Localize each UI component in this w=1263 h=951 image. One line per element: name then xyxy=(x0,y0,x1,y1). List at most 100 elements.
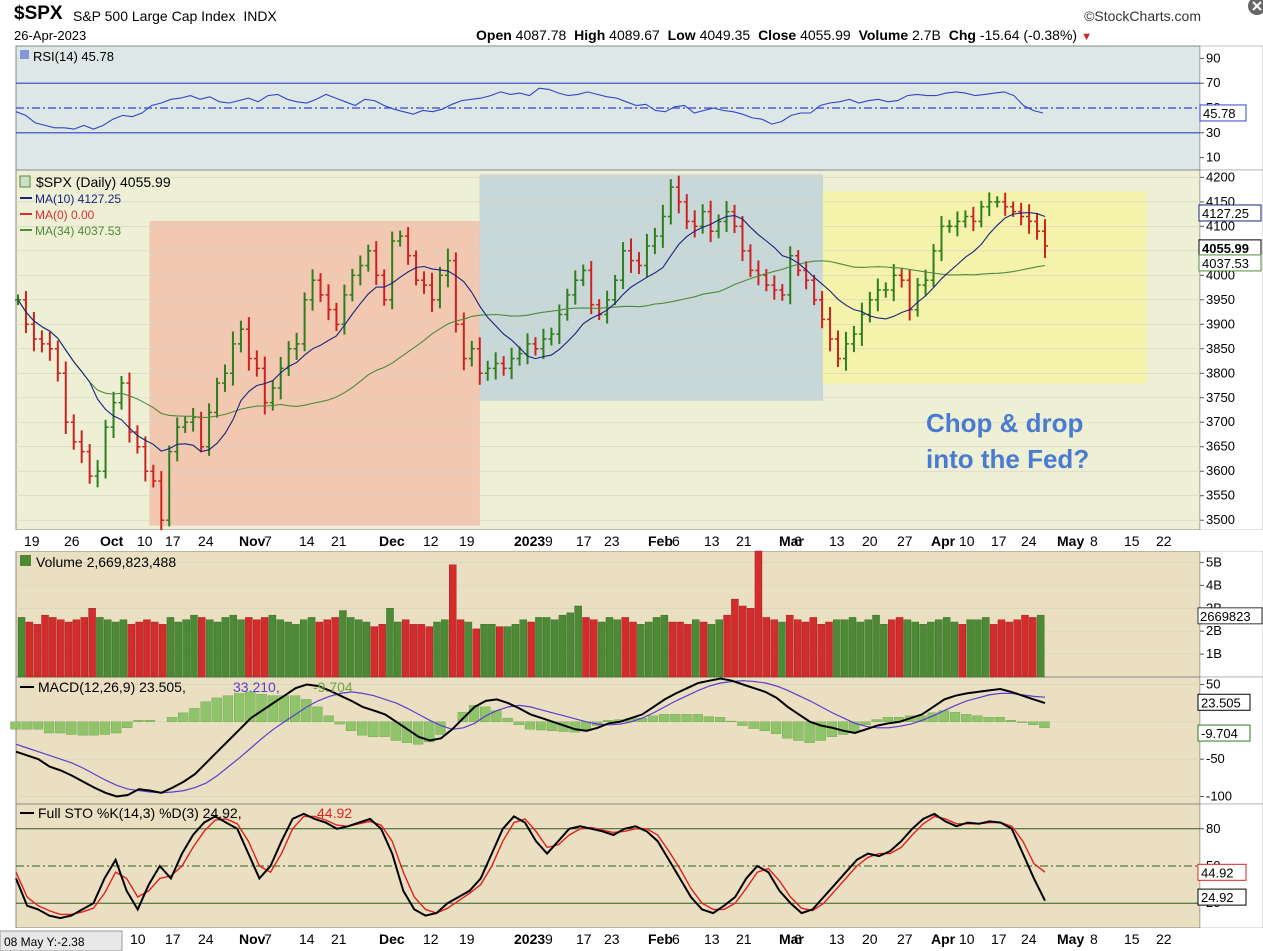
volume-axis-tick-label: 5B xyxy=(1206,554,1222,569)
volume-bar xyxy=(158,624,167,678)
low-value: 4049.35 xyxy=(699,27,751,43)
x-axis-label-bottom: 27 xyxy=(897,931,913,947)
price-legend-icon xyxy=(19,175,31,188)
macd-histogram-bar xyxy=(32,721,43,730)
x-axis-label-bottom: 21 xyxy=(736,931,752,947)
volume-bar xyxy=(292,624,300,678)
x-axis-label-bottom: 7 xyxy=(264,931,272,947)
macd-histogram-bar xyxy=(144,720,155,722)
volume-bar xyxy=(496,626,504,678)
x-axis-label-bottom: 17 xyxy=(165,931,181,947)
macd-histogram-bar xyxy=(737,721,748,726)
price-axis-tick-label: 3900 xyxy=(1206,316,1235,331)
x-axis-label-bottom: 13 xyxy=(704,931,720,947)
volume-bar xyxy=(17,617,26,678)
macd-histogram-bar xyxy=(10,721,21,730)
close-icon[interactable] xyxy=(1243,0,1263,18)
macd-histogram-bar xyxy=(860,721,871,725)
rsi-axis-tick-label: 10 xyxy=(1206,150,1220,165)
macd-histogram-bar xyxy=(43,721,55,734)
volume-bar xyxy=(927,621,935,678)
volume-bar xyxy=(997,619,1006,678)
macd-histogram-bar xyxy=(994,717,1005,722)
price-axis-tick-label: 3700 xyxy=(1206,414,1235,429)
volume-bar xyxy=(754,550,763,678)
x-axis-label: Mar xyxy=(779,533,804,549)
x-axis-label: 2023 xyxy=(514,533,545,549)
volume-bar xyxy=(739,605,747,678)
volume-bar xyxy=(715,619,723,678)
macd-histogram-bar xyxy=(782,721,793,739)
x-axis-label: 19 xyxy=(24,533,40,549)
macd-histogram-bar xyxy=(726,720,737,722)
volume-bar xyxy=(848,617,857,678)
volume-bar xyxy=(127,624,135,678)
x-axis-label-bottom: Mar xyxy=(779,931,804,947)
macd-histogram-bar xyxy=(312,706,323,722)
macd-histogram-bar xyxy=(166,717,178,722)
macd-histogram-bar xyxy=(345,721,357,731)
x-axis-label-bottom: May xyxy=(1057,931,1084,947)
volume-bar xyxy=(1005,621,1014,678)
macd-histogram-bar xyxy=(882,717,893,722)
x-axis-label: 6 xyxy=(672,533,680,549)
volume-bar xyxy=(801,621,810,678)
volume-bar xyxy=(472,628,480,678)
macd-histogram-bar xyxy=(178,712,189,722)
x-axis-label-bottom: 21 xyxy=(331,931,347,947)
volume-bar xyxy=(276,619,284,678)
macd-last-value: -9.704 xyxy=(1201,726,1238,741)
x-axis-label-bottom: 24 xyxy=(198,931,214,947)
volume-bar xyxy=(550,619,559,678)
volume-bar xyxy=(519,619,527,678)
volume-bar xyxy=(464,621,473,678)
rsi-title: RSI(14) 45.78 xyxy=(33,49,114,64)
sto-k-line xyxy=(15,812,1046,920)
volume-bar xyxy=(135,621,143,678)
volume-bar xyxy=(1021,614,1029,678)
macd-histogram-bar xyxy=(301,699,312,722)
macd-signal-value: 33.210, xyxy=(233,679,280,695)
volume-bar xyxy=(417,624,426,678)
macd-histogram-bar xyxy=(793,721,804,741)
x-axis-label: 17 xyxy=(165,533,181,549)
macd-histogram-bar xyxy=(983,717,994,722)
x-axis-label-bottom: 20 xyxy=(862,931,878,947)
security-name: S&P 500 Large Cap Index INDX xyxy=(73,8,277,24)
x-axis-label: May xyxy=(1057,533,1084,549)
volume-value: 2.7B xyxy=(912,27,941,43)
macd-histogram-bar xyxy=(748,721,759,729)
volume-bar xyxy=(182,619,190,678)
x-axis-label-bottom: 23 xyxy=(604,931,620,947)
rsi-legend-icon xyxy=(20,50,29,59)
x-axis-label-bottom: 12 xyxy=(423,931,439,947)
rsi-last-value: 45.78 xyxy=(1203,106,1236,121)
x-axis-label: 19 xyxy=(459,533,475,549)
price-axis-area xyxy=(1199,169,1263,531)
rsi-axis-tick-label: 70 xyxy=(1206,75,1220,90)
volume-bar xyxy=(942,617,951,678)
macd-last-value-box xyxy=(1197,724,1251,742)
sto-axis-tick-label: 80 xyxy=(1206,821,1220,836)
volume-legend-icon xyxy=(20,555,31,566)
x-axis-label-bottom: Apr xyxy=(931,931,956,947)
x-axis-label: 13 xyxy=(704,533,720,549)
volume-bar xyxy=(370,626,379,678)
volume-bar xyxy=(401,619,410,678)
shaded-box-blue xyxy=(479,174,824,401)
volume-bar xyxy=(300,619,308,678)
volume-bar xyxy=(895,617,904,678)
macd-histogram-bar xyxy=(245,691,256,722)
price-axis-tick-label: 4100 xyxy=(1206,218,1235,233)
volume-bar xyxy=(888,619,896,678)
macd-histogram-bar xyxy=(133,720,144,722)
x-axis-label: 10 xyxy=(137,533,153,549)
macd-histogram-bar xyxy=(21,721,32,730)
volume-bar xyxy=(582,617,590,678)
macd-histogram-bar xyxy=(323,715,334,722)
volume-bar xyxy=(96,617,104,678)
macd-histogram-bar xyxy=(77,721,88,736)
price-last-value-box xyxy=(1198,204,1262,222)
macd-histogram-bar xyxy=(234,693,245,722)
volume-bar xyxy=(284,621,292,678)
